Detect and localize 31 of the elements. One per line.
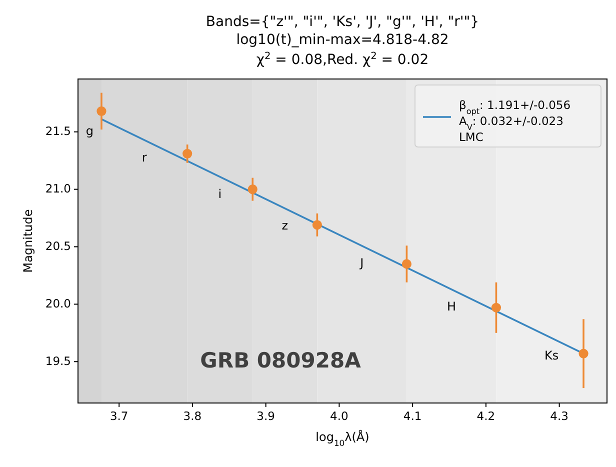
chart-subtitle: χ$^{2}$ = 0.08,Red. χ$^{2}$ = 0.02 <box>256 50 429 68</box>
annotation: r <box>142 150 147 164</box>
point <box>491 302 502 312</box>
point <box>182 148 192 158</box>
y-tick-label: 21.0 <box>45 181 71 196</box>
x-tick-label: 4.1 <box>403 409 422 423</box>
x-tick-label: 3.9 <box>256 409 275 423</box>
point <box>578 348 588 358</box>
y-tick-label: 20.5 <box>45 238 71 253</box>
annotation: Ks <box>544 348 559 362</box>
x-tick-label: 3.7 <box>110 409 128 423</box>
annotation: J <box>359 256 364 270</box>
y-tick-label: 20.0 <box>45 296 71 310</box>
x-tick-label: 4.2 <box>476 409 496 423</box>
annotation: GRB 080928A <box>200 348 362 372</box>
point <box>312 220 322 230</box>
y-tick-label: 21.5 <box>45 124 71 138</box>
y-axis-title: Magnitude <box>21 209 35 273</box>
point <box>96 106 106 116</box>
x-tick-label: 3.8 <box>183 409 202 423</box>
x-tick-label: 4.3 <box>550 409 568 423</box>
point <box>402 259 412 269</box>
annotation: H <box>446 300 456 314</box>
annotation: z <box>282 218 288 233</box>
y-tick-label: 19.5 <box>45 354 71 368</box>
legend-label: β$_{opt}$: 1.191+/-0.056 A$_{V}$: 0.032+/-0.023 LMC <box>459 98 571 144</box>
point <box>248 184 258 194</box>
annotation: i <box>218 187 222 202</box>
x-tick-label: 4.0 <box>330 409 348 423</box>
x-axis-title: log$_{10}$λ(Å) <box>316 429 370 448</box>
annotation: g <box>86 124 94 138</box>
